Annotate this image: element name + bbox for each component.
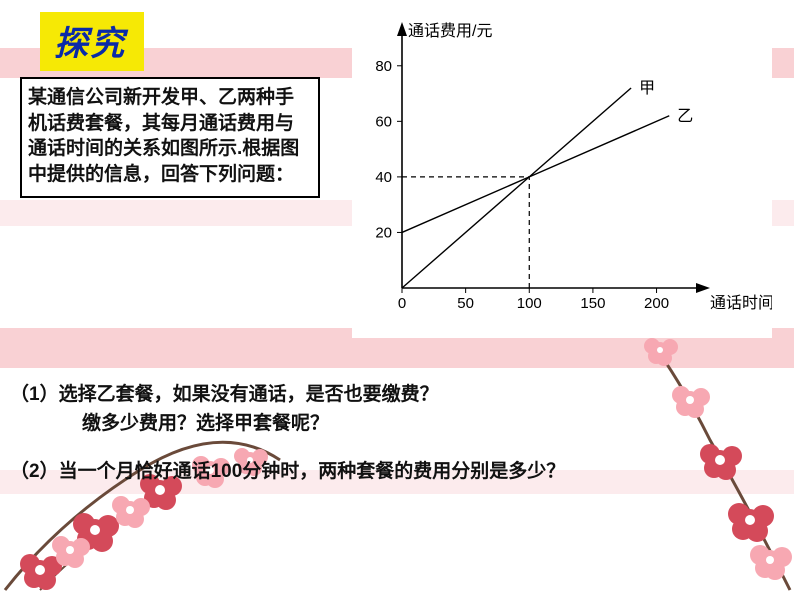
svg-text:0: 0 bbox=[398, 295, 406, 312]
svg-text:150: 150 bbox=[580, 295, 605, 312]
section-title-text: 探究 bbox=[54, 25, 126, 63]
question-2-text: （2）当一个月恰好通话100分钟时，两种套餐的费用分别是多少？ bbox=[10, 461, 565, 482]
section-title: 探究 bbox=[40, 12, 144, 71]
problem-text: 某通信公司新开发甲、乙两种手机话费套餐，其每月通话费用与通话时间的关系如图所示.… bbox=[28, 87, 299, 185]
svg-text:60: 60 bbox=[375, 113, 392, 130]
svg-text:通话时间/分: 通话时间/分 bbox=[710, 294, 772, 312]
svg-text:20: 20 bbox=[375, 224, 392, 241]
svg-text:40: 40 bbox=[375, 169, 392, 186]
question-2: （2）当一个月恰好通话100分钟时，两种套餐的费用分别是多少？ bbox=[10, 457, 780, 486]
svg-text:50: 50 bbox=[457, 295, 474, 312]
svg-text:100: 100 bbox=[517, 295, 542, 312]
question-1-line2: 缴多少费用？选择甲套餐呢？ bbox=[10, 409, 780, 438]
problem-statement-box: 某通信公司新开发甲、乙两种手机话费套餐，其每月通话费用与通话时间的关系如图所示.… bbox=[20, 77, 320, 198]
questions-block: （1）选择乙套餐，如果没有通话，是否也要缴费？ 缴多少费用？选择甲套餐呢？ （2… bbox=[10, 380, 780, 486]
svg-text:乙: 乙 bbox=[677, 108, 693, 125]
svg-text:80: 80 bbox=[375, 58, 392, 75]
svg-text:通话费用/元: 通话费用/元 bbox=[408, 22, 492, 40]
question-1-line1: （1）选择乙套餐，如果没有通话，是否也要缴费？ bbox=[10, 384, 439, 405]
question-1: （1）选择乙套餐，如果没有通话，是否也要缴费？ 缴多少费用？选择甲套餐呢？ bbox=[10, 380, 780, 439]
phone-plan-chart: 0 50 100 150 200 20 40 60 80 通话时间/分 通话费用/元甲乙 bbox=[352, 18, 772, 338]
svg-text:甲: 甲 bbox=[639, 80, 655, 97]
svg-text:200: 200 bbox=[644, 295, 669, 312]
